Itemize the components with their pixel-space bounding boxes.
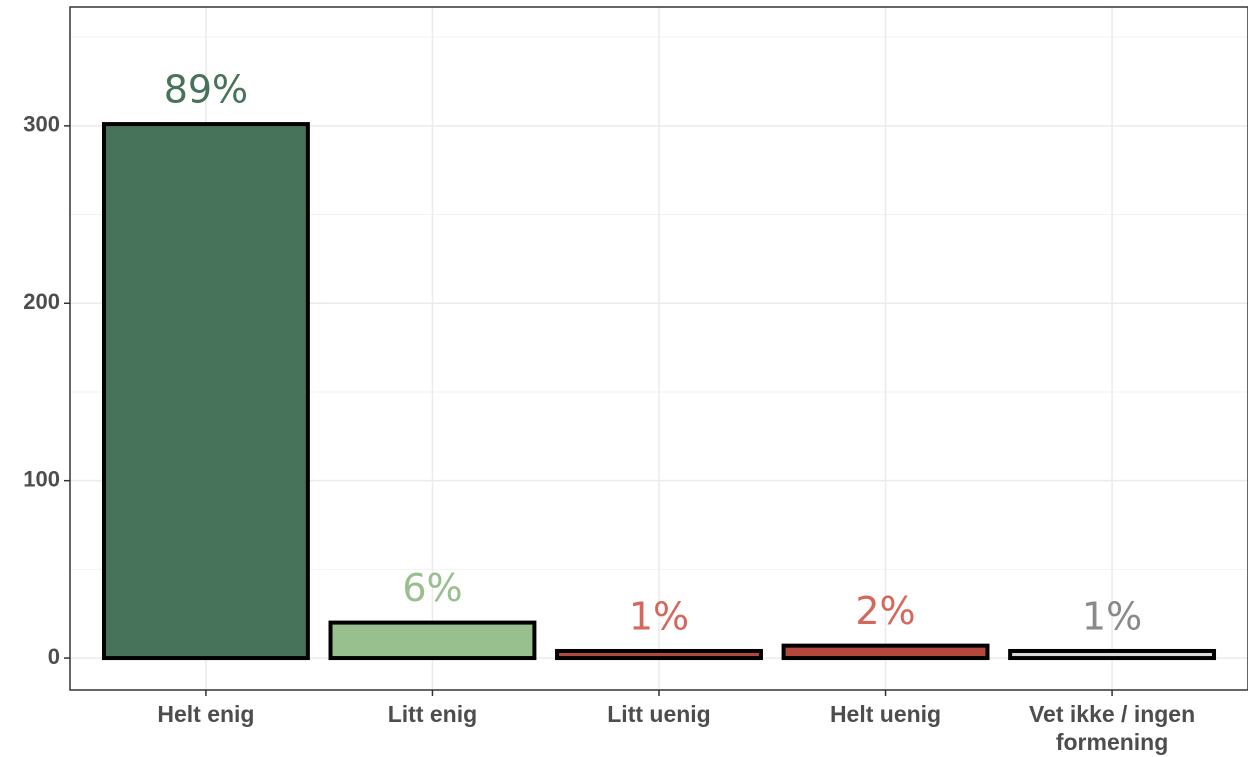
y-tick-label: 0 <box>48 644 60 669</box>
x-tick-label: Helt uenig <box>829 701 942 727</box>
y-tick-label: 100 <box>23 466 60 491</box>
value-label: 89% <box>164 68 248 112</box>
bar <box>781 643 990 661</box>
x-tick-label: Helt enig <box>157 701 255 727</box>
bar <box>328 620 537 661</box>
y-tick-label: 200 <box>23 289 60 314</box>
value-label: 2% <box>855 589 915 633</box>
bar <box>555 648 763 661</box>
value-label: 1% <box>1082 594 1142 638</box>
x-tick-label: Vet ikke / ingen formening <box>1028 701 1196 755</box>
x-tick-label: Litt enig <box>387 701 478 727</box>
y-tick-label: 300 <box>23 112 60 137</box>
bar <box>1008 648 1217 661</box>
value-label: 1% <box>629 594 689 638</box>
value-label: 6% <box>402 566 462 610</box>
bar <box>101 122 310 661</box>
panel-border <box>69 6 1248 691</box>
x-tick-label: Litt uenig <box>607 701 711 727</box>
